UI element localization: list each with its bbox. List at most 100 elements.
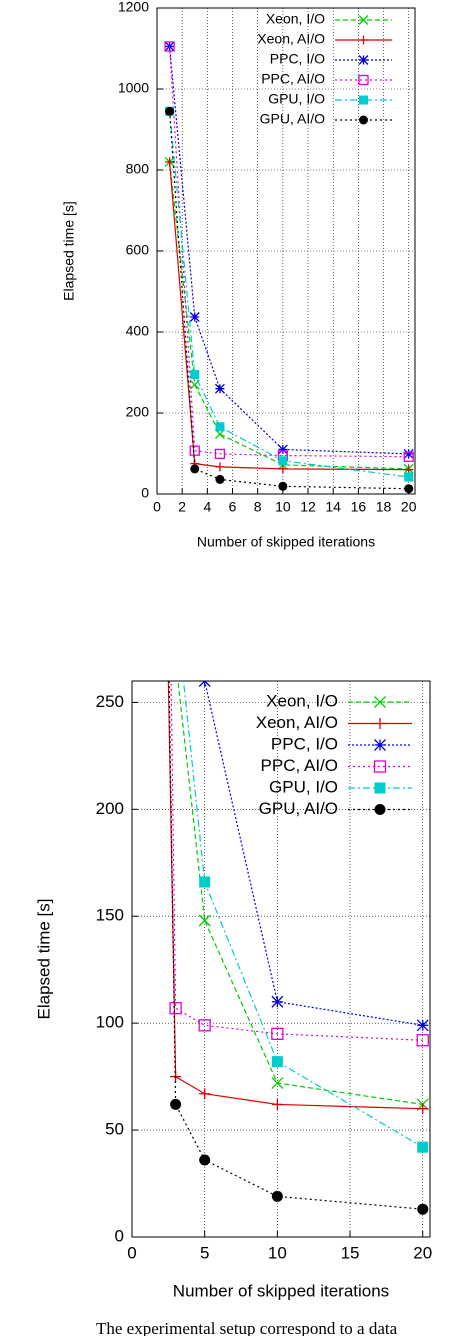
marker	[271, 1190, 283, 1202]
legend-label: GPU, I/O	[269, 777, 338, 796]
marker	[359, 95, 368, 105]
marker	[374, 804, 386, 815]
marker	[169, 1002, 182, 1015]
x-tick-label: 20	[413, 1243, 432, 1262]
marker	[358, 15, 369, 25]
series-line	[168, 681, 423, 1210]
series-line	[177, 681, 423, 1106]
marker	[374, 696, 386, 708]
y-tick-label: 150	[96, 906, 124, 925]
x-tick-label: 8	[254, 499, 262, 515]
legend-label: PPC, AI/O	[261, 71, 325, 87]
marker	[190, 370, 200, 380]
plot-frame	[156, 7, 416, 495]
marker	[271, 1056, 283, 1068]
series-line	[168, 161, 409, 470]
series-line	[168, 46, 409, 458]
marker	[170, 601, 181, 612]
marker	[278, 464, 288, 474]
legend-label: PPC, AI/O	[261, 756, 338, 775]
marker	[271, 1077, 284, 1089]
marker	[164, 41, 175, 52]
series-line	[170, 681, 423, 1041]
legend-label: Xeon, I/O	[266, 11, 325, 27]
marker	[215, 474, 225, 484]
marker	[358, 74, 369, 86]
marker	[271, 995, 284, 1008]
x-tick-label: 5	[200, 1243, 209, 1262]
plot-area	[167, 297, 429, 1215]
marker	[358, 55, 369, 65]
marker	[403, 448, 414, 459]
y-tick-label: 0	[115, 1226, 124, 1245]
marker	[215, 462, 225, 472]
x-tick-label: 4	[203, 499, 211, 515]
marker	[214, 383, 225, 394]
footer-text: The experimental setup correspond to a d…	[96, 1319, 398, 1336]
legend-label: Xeon, I/O	[266, 691, 338, 710]
x-tick-label: 16	[351, 499, 367, 515]
marker	[277, 444, 288, 455]
marker	[199, 1154, 211, 1166]
marker	[374, 739, 386, 751]
marker	[170, 297, 181, 308]
marker	[417, 1103, 429, 1115]
marker	[374, 718, 386, 729]
marker	[404, 484, 414, 494]
marker	[359, 35, 368, 45]
y-tick-label: 0	[141, 485, 149, 501]
x-tick-label: 14	[325, 499, 341, 515]
y-axis-title: Elapsed time [s]	[61, 201, 77, 301]
y-tick-label: 200	[96, 799, 124, 818]
y-tick-label: 1000	[118, 80, 149, 96]
marker	[199, 1088, 211, 1100]
series-line	[168, 161, 409, 471]
y-tick-label: 250	[96, 692, 124, 711]
legend-label: Xeon, AI/O	[257, 31, 325, 47]
y-tick-label: 200	[126, 404, 150, 420]
legend-label: GPU, AI/O	[260, 111, 325, 127]
legend-label: PPC, I/O	[270, 51, 325, 67]
x-tick-label: 0	[127, 1243, 136, 1262]
marker	[198, 1019, 211, 1032]
marker	[198, 914, 211, 927]
y-tick-label: 100	[96, 1013, 124, 1032]
marker	[416, 1019, 429, 1032]
y-tick-label: 400	[126, 323, 150, 339]
marker	[374, 782, 386, 794]
marker	[416, 1034, 429, 1047]
marker	[190, 464, 200, 474]
marker	[189, 445, 200, 456]
x-tick-label: 12	[300, 499, 316, 515]
marker	[278, 481, 288, 491]
y-tick-label: 600	[126, 242, 150, 258]
marker	[417, 1203, 429, 1215]
legend-label: Xeon, AI/O	[256, 713, 338, 732]
x-tick-label: 10	[275, 499, 291, 515]
marker	[404, 472, 414, 482]
marker	[215, 422, 225, 432]
x-axis-title: Number of skipped iterations	[197, 534, 375, 550]
x-tick-label: 15	[341, 1243, 360, 1262]
series-line	[168, 111, 409, 478]
x-tick-label: 6	[229, 499, 237, 515]
marker	[164, 41, 175, 52]
marker	[170, 1098, 182, 1110]
marker	[417, 1141, 429, 1153]
marker	[403, 451, 414, 462]
x-axis-title: Number of skipped iterations	[173, 1281, 389, 1300]
y-tick-label: 50	[105, 1120, 124, 1139]
marker	[271, 1098, 283, 1110]
legend-label: GPU, I/O	[268, 91, 325, 107]
marker	[373, 760, 387, 773]
y-tick-label: 800	[126, 161, 150, 177]
marker	[278, 456, 288, 466]
x-tick-label: 0	[153, 499, 161, 515]
y-tick-label: 1200	[118, 0, 149, 15]
series-line	[167, 681, 423, 1110]
x-tick-label: 2	[178, 499, 186, 515]
x-tick-label: 10	[268, 1243, 287, 1262]
legend-label: PPC, I/O	[271, 734, 338, 753]
